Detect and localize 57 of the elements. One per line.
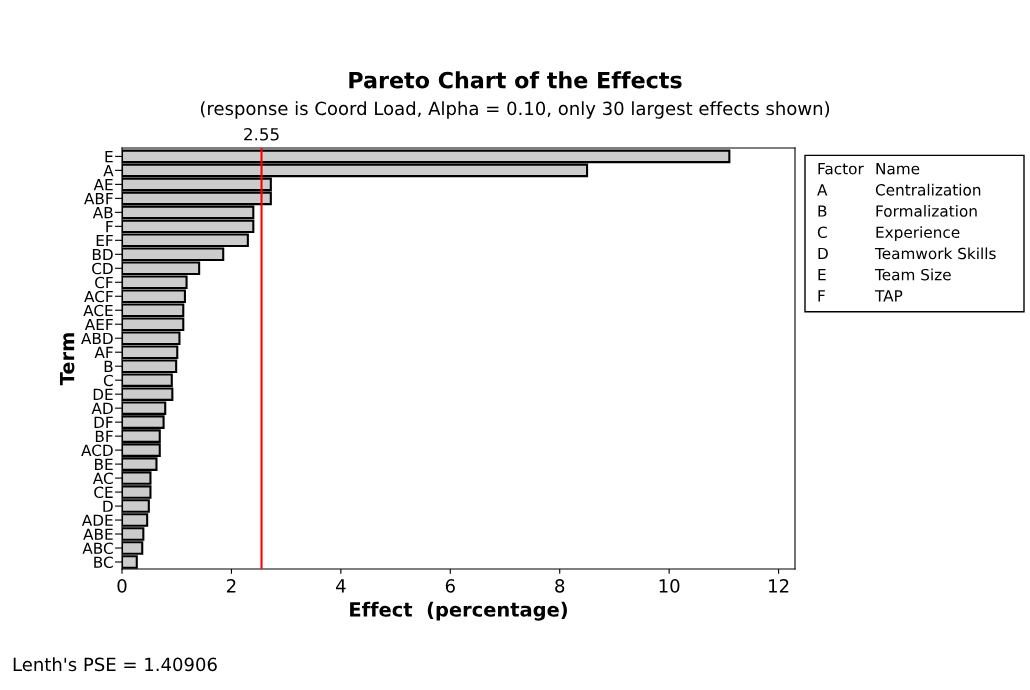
x-tick-label: 10: [659, 579, 680, 593]
y-tick-label: C: [103, 374, 113, 387]
text: TAP: [874, 290, 903, 302]
x-axis-title: Effect (percentage): [350, 601, 567, 621]
text: Team Size: [874, 268, 951, 281]
y-tick-label: ADE: [81, 514, 113, 526]
y-tick-label: BD: [92, 248, 113, 261]
y-tick-label: EF: [96, 234, 113, 247]
y-tick-label: F: [106, 220, 113, 233]
text: Centralization: [875, 183, 981, 196]
text: Formalization: [876, 205, 977, 217]
y-tick-label: B: [104, 360, 113, 372]
y-tick-label: BF: [95, 430, 113, 442]
y-axis-title: Term: [59, 333, 75, 386]
text: D: [818, 247, 828, 260]
y-tick-label: AE: [93, 179, 113, 191]
y-tick-label: ABC: [82, 542, 113, 555]
x-tick-label: 12: [769, 579, 789, 593]
y-tick-label: DF: [94, 416, 113, 428]
chart-subtitle: (response is Coord Load, Alpha = 0.10, only 30 largest effects shown): [200, 101, 830, 119]
y-tick-label: AC: [92, 472, 113, 485]
y-tick-label: CE: [94, 486, 113, 499]
y-tick-label: DE: [93, 388, 113, 400]
y-tick-label: AB: [92, 207, 113, 219]
y-tick-label: D: [103, 500, 113, 512]
ref-line-label: 2.55: [244, 127, 279, 141]
y-tick-label: ACF: [84, 290, 113, 303]
x-tick-label: 0: [117, 579, 127, 593]
x-tick-label: 2: [227, 579, 236, 593]
y-tick-label: ABD: [81, 332, 113, 345]
y-tick-label: ABF: [84, 193, 113, 205]
y-tick-label: CD: [92, 262, 113, 275]
text: B: [818, 205, 827, 217]
text: F: [818, 290, 825, 302]
x-tick-label: 6: [445, 579, 455, 593]
text: C: [817, 226, 827, 239]
chart-title: Pareto Chart of the Effects: [349, 71, 682, 89]
y-tick-label: AF: [94, 346, 113, 359]
y-tick-label: ACD: [81, 444, 113, 457]
x-tick-label: 4: [336, 579, 346, 593]
y-tick-label: E: [105, 151, 113, 163]
y-tick-label: BC: [94, 556, 113, 569]
y-tick-label: ACE: [83, 304, 113, 317]
text: Factor: [818, 163, 864, 175]
text: A: [817, 184, 828, 196]
text: Teamwork Skills: [874, 247, 996, 260]
y-tick-label: AD: [91, 402, 113, 414]
y-tick-label: AEF: [84, 318, 113, 331]
x-tick-label: 8: [555, 579, 565, 593]
text: E: [818, 269, 826, 281]
y-tick-label: ABE: [83, 528, 113, 540]
y-tick-label: A: [103, 165, 114, 177]
y-tick-label: CF: [95, 276, 113, 289]
y-tick-label: BE: [95, 458, 113, 470]
text: Experience: [876, 226, 960, 241]
text: Name: [876, 163, 920, 175]
text: Lenth's PSE = 1.40906: [13, 657, 217, 672]
